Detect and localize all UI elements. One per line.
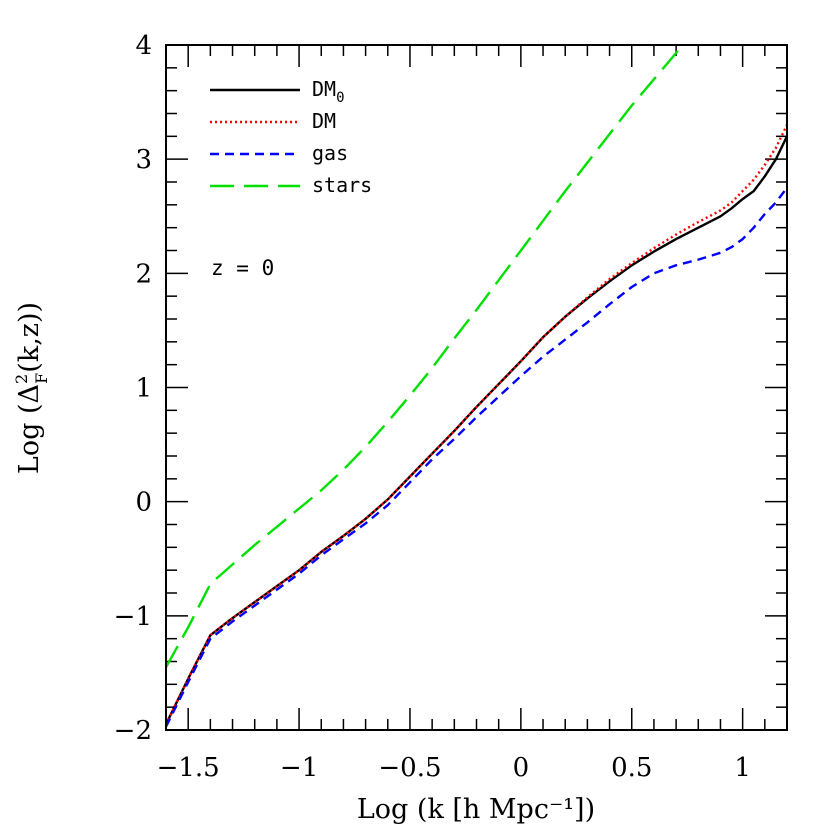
legend-label-text: gas [312,141,348,165]
x-axis-label: Log (k [h Mpc⁻¹]) [357,794,595,825]
x-tick-label: 1 [734,753,751,783]
x-tick-label: −1.5 [157,753,220,783]
y-axis-label-prefix: Log (Δ [14,384,45,474]
x-tick-label: −0.5 [378,753,441,783]
x-tick-label: −1 [280,753,318,783]
series-line-3 [166,186,787,728]
legend-label-text: DM [312,77,336,101]
legend-label: DM [312,109,336,133]
y-axis-label-suffix: (k,z)) [14,302,45,373]
x-tick-label: 0 [513,753,530,783]
legend-label-text: stars [312,173,372,197]
series-layer [166,45,787,728]
series-line-4 [166,45,684,668]
legend-label: gas [312,141,348,165]
y-tick-label: −1 [114,602,152,632]
legend-label: stars [312,173,372,197]
y-tick-label: 1 [135,374,152,404]
plot-frame [165,44,788,731]
x-tick-label: 0.5 [611,753,652,783]
series-line-2 [166,124,787,725]
legend-label-subscript: 0 [336,90,344,106]
y-tick-label: 0 [135,488,152,518]
y-axis-label-sub: F [32,373,51,384]
y-axis-label: Log (Δ2F(k,z)) [12,302,51,474]
legend-label-text: DM [312,109,336,133]
y-tick-label: 2 [135,259,152,289]
annotation-text: z = 0 [211,256,274,280]
tick-labels: −1.5 −1 −0.5 0 0.5 1 −2 −1 0 1 2 3 4 [114,31,751,783]
y-tick-label: 4 [135,31,152,61]
y-tick-label: 3 [135,145,152,175]
y-tick-label: −2 [114,716,152,746]
y-axis-label-sup: 2 [12,374,31,384]
legend-label: DM0 [312,77,345,106]
